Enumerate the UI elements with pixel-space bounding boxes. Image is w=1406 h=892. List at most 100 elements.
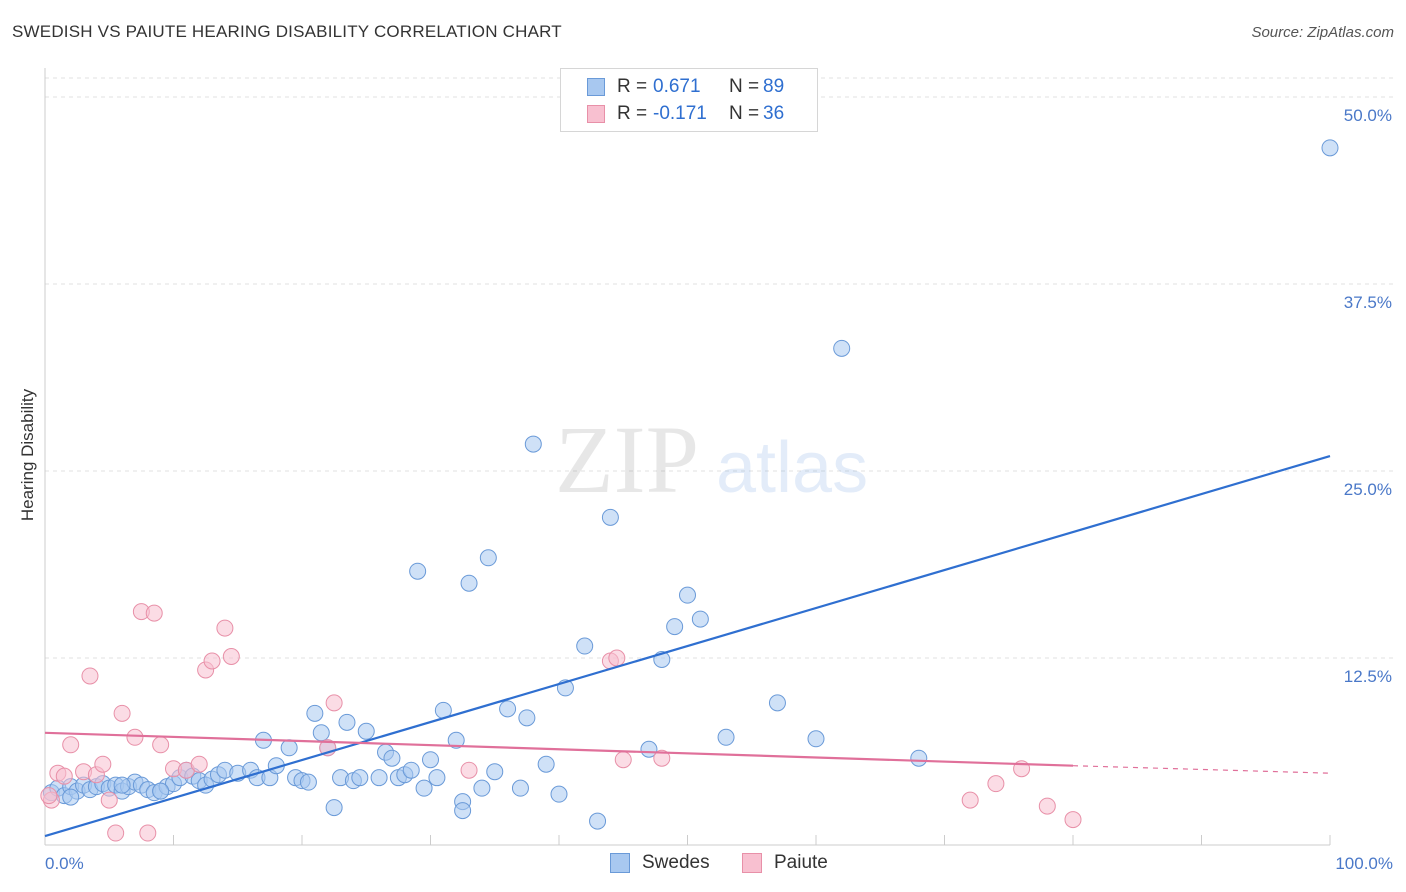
legend-swatch-paiute	[587, 105, 605, 123]
watermark-zip: ZIP	[555, 406, 699, 513]
data-point-swedes[interactable]	[447, 731, 465, 749]
data-point-swedes[interactable]	[486, 763, 504, 781]
data-point-swedes[interactable]	[550, 785, 568, 803]
axis-labels: Hearing Disability 12.5% 25.0% 37.5% 50.0% 0…	[18, 106, 1393, 873]
data-point-swedes[interactable]	[460, 574, 478, 592]
data-point-swedes[interactable]	[910, 749, 928, 767]
legend-item-paiute[interactable]: Paiute	[742, 852, 828, 874]
data-point-swedes[interactable]	[338, 713, 356, 731]
data-point-swedes[interactable]	[351, 769, 369, 787]
data-point-swedes[interactable]	[422, 751, 439, 769]
data-point-paiute[interactable]	[614, 751, 632, 769]
data-point-paiute[interactable]	[55, 767, 73, 785]
legend-swatch-swedes	[610, 853, 630, 873]
data-point-paiute[interactable]	[460, 761, 478, 779]
data-point-paiute[interactable]	[190, 755, 208, 773]
data-point-swedes[interactable]	[62, 788, 80, 806]
legend-r-value: 0.671	[653, 76, 701, 97]
data-point-paiute[interactable]	[987, 775, 1005, 793]
data-point-swedes[interactable]	[666, 618, 684, 636]
data-point-swedes[interactable]	[499, 700, 517, 718]
data-point-swedes[interactable]	[576, 637, 594, 655]
data-point-paiute[interactable]	[81, 667, 99, 685]
legend-swatch-swedes	[587, 78, 605, 96]
y-tick-label: 25.0%	[1344, 480, 1392, 499]
chart-title: SWEDISH VS PAIUTE HEARING DISABILITY COR…	[12, 22, 562, 41]
y-axis-title: Hearing Disability	[18, 388, 37, 521]
data-point-swedes[interactable]	[479, 549, 497, 567]
grid-lines	[45, 77, 1395, 659]
data-point-paiute[interactable]	[139, 824, 157, 842]
data-point-swedes[interactable]	[518, 709, 536, 727]
data-point-paiute[interactable]	[216, 619, 234, 637]
data-point-swedes[interactable]	[473, 779, 491, 797]
watermark: ZIP atlas	[555, 406, 868, 513]
data-point-swedes[interactable]	[113, 776, 131, 794]
data-point-paiute[interactable]	[1038, 797, 1056, 815]
data-point-paiute[interactable]	[1064, 811, 1082, 829]
trend-lines	[44, 454, 1331, 838]
data-point-paiute[interactable]	[608, 649, 626, 667]
data-point-swedes[interactable]	[306, 704, 324, 722]
trend-line-paiute	[44, 731, 1074, 767]
legend-n-label: N =	[729, 76, 760, 97]
data-point-paiute[interactable]	[222, 648, 240, 666]
data-point-swedes[interactable]	[807, 730, 825, 748]
series-legend: Swedes Paiute	[0, 852, 1406, 878]
data-point-swedes[interactable]	[589, 812, 607, 830]
data-point-swedes[interactable]	[1321, 139, 1339, 157]
data-point-swedes[interactable]	[717, 728, 735, 746]
data-point-swedes[interactable]	[537, 755, 555, 773]
data-point-swedes[interactable]	[357, 722, 375, 740]
y-tick-label: 50.0%	[1344, 106, 1392, 125]
data-point-paiute[interactable]	[40, 787, 58, 805]
data-point-swedes[interactable]	[152, 782, 170, 800]
data-point-paiute[interactable]	[653, 749, 671, 767]
axes	[44, 68, 1331, 846]
data-point-swedes[interactable]	[691, 610, 709, 628]
data-point-paiute[interactable]	[126, 728, 144, 746]
data-point-swedes[interactable]	[511, 779, 529, 797]
legend-label-swedes: Swedes	[642, 852, 710, 873]
data-point-swedes[interactable]	[428, 769, 446, 787]
legend-n-value: 89	[763, 76, 785, 97]
data-point-paiute[interactable]	[325, 694, 343, 712]
legend-r-value: -0.171	[653, 103, 707, 124]
data-point-paiute[interactable]	[961, 791, 979, 809]
trend-line-swedes	[44, 454, 1331, 838]
source-label: Source: ZipAtlas.com	[1251, 24, 1394, 41]
data-point-swedes[interactable]	[524, 435, 542, 453]
y-tick-label: 12.5%	[1344, 667, 1392, 686]
x-tick-label-min: 0.0%	[45, 854, 84, 873]
data-point-swedes[interactable]	[402, 761, 420, 779]
data-point-paiute[interactable]	[100, 791, 118, 809]
legend-item-swedes[interactable]: Swedes	[610, 852, 710, 874]
data-point-paiute[interactable]	[152, 736, 170, 754]
data-point-swedes[interactable]	[280, 739, 298, 757]
data-point-swedes[interactable]	[679, 586, 696, 604]
data-point-paiute[interactable]	[203, 652, 221, 670]
trend-line-extension-paiute	[1072, 765, 1331, 774]
legend-r-label: R =	[617, 76, 648, 97]
data-point-swedes[interactable]	[299, 773, 317, 791]
data-point-paiute[interactable]	[62, 736, 80, 754]
data-point-swedes[interactable]	[833, 339, 851, 357]
data-points	[40, 139, 1339, 842]
data-point-swedes[interactable]	[312, 724, 330, 742]
data-point-swedes[interactable]	[454, 802, 472, 820]
data-point-swedes[interactable]	[325, 799, 343, 817]
data-point-paiute[interactable]	[107, 824, 125, 842]
data-point-swedes[interactable]	[383, 749, 401, 767]
data-point-swedes[interactable]	[409, 562, 427, 580]
data-point-paiute[interactable]	[94, 755, 112, 773]
data-point-swedes[interactable]	[415, 779, 433, 797]
data-point-paiute[interactable]	[145, 604, 163, 622]
data-point-swedes[interactable]	[768, 694, 786, 712]
legend-r-label: R =	[617, 103, 648, 124]
data-point-swedes[interactable]	[370, 769, 388, 787]
legend-row-paiute: R = -0.171 N = 36	[587, 103, 784, 125]
correlation-legend: R = 0.671 N = 89 R = -0.171 N = 36	[560, 68, 818, 132]
data-point-paiute[interactable]	[113, 704, 131, 722]
data-point-swedes[interactable]	[601, 508, 619, 526]
